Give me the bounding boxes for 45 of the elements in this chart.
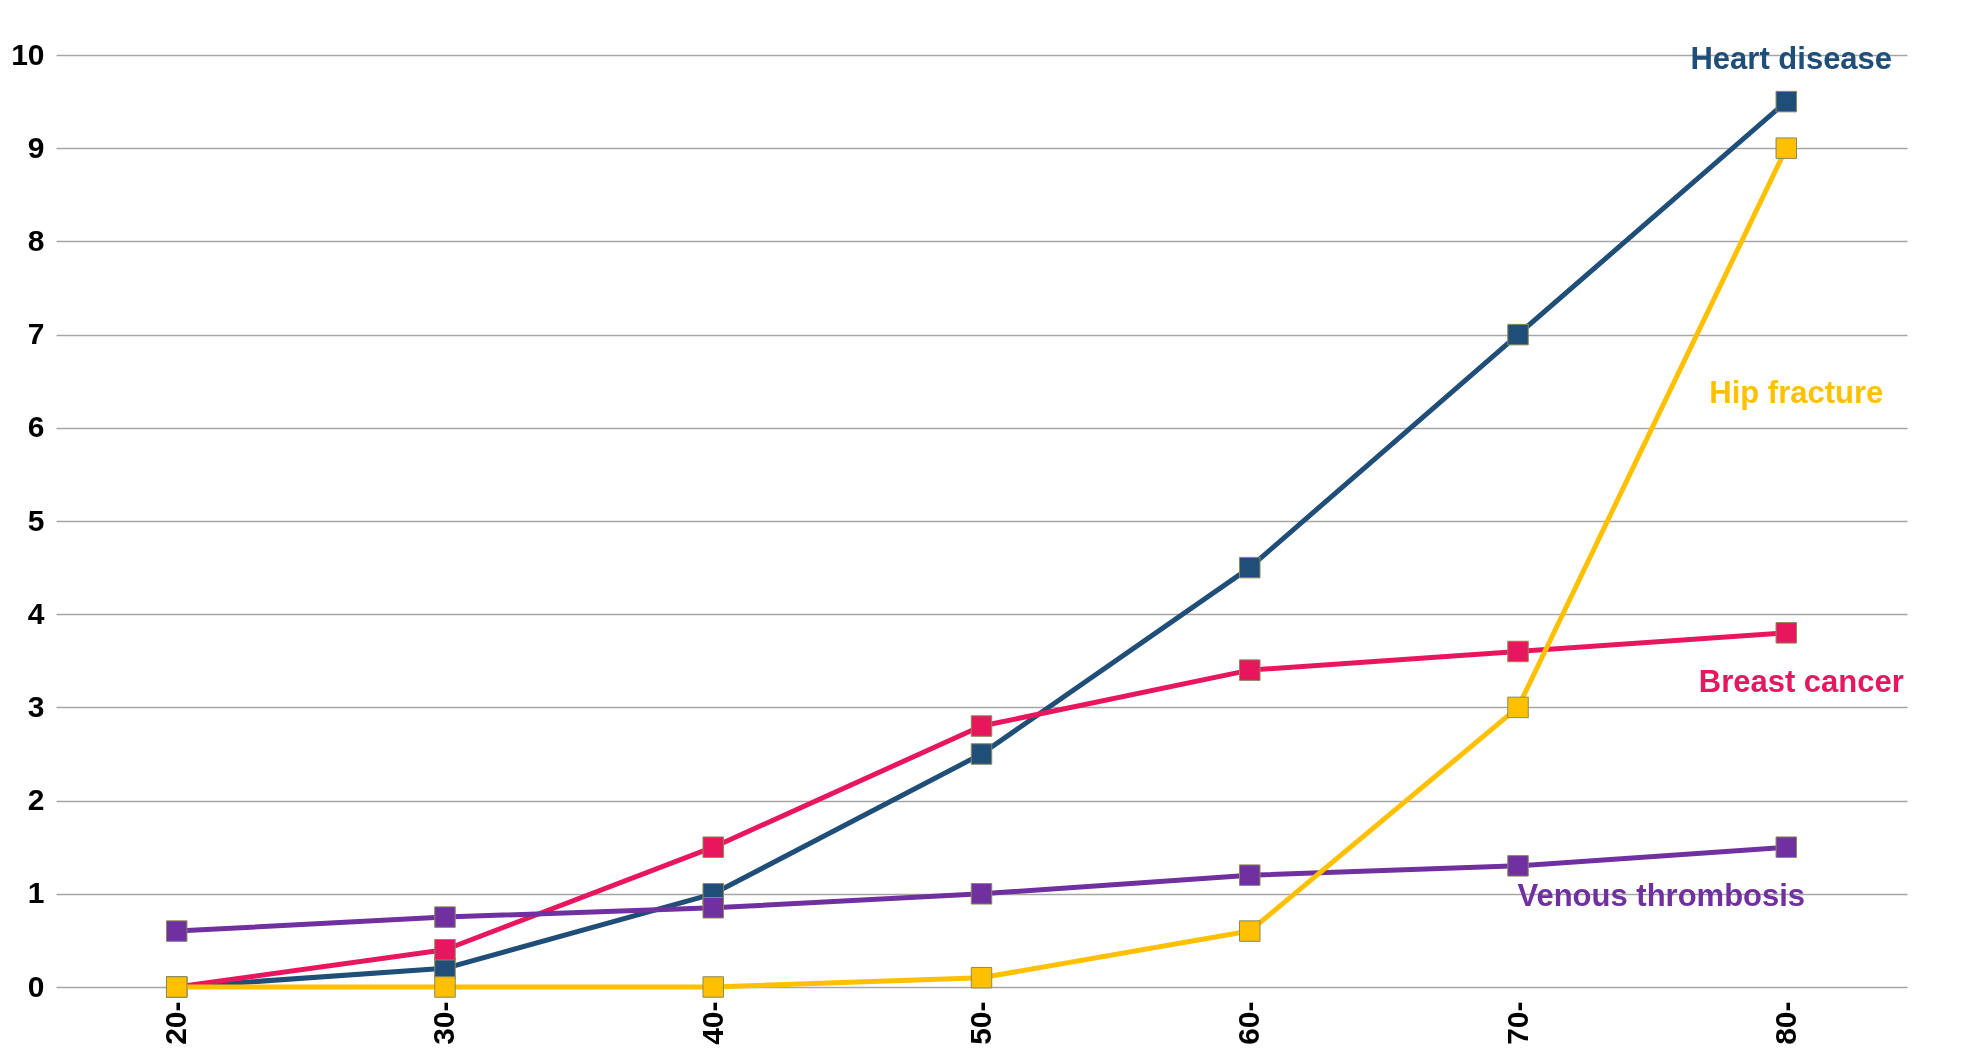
y-tick-label: 0 (27, 969, 45, 1003)
y-tick-label: 10 (11, 37, 45, 71)
x-tick-label: 60- (1232, 1001, 1266, 1045)
y-tick-label: 5 (27, 503, 45, 537)
y-tick-label: 4 (27, 596, 45, 630)
x-tick-label: 70- (1500, 1001, 1534, 1045)
point (434, 976, 456, 998)
point (970, 883, 993, 905)
point (1239, 556, 1261, 579)
point (1239, 920, 1261, 942)
x-tick-label: 80- (1768, 1001, 1802, 1045)
point (970, 966, 993, 989)
point (434, 938, 456, 961)
point (434, 906, 456, 928)
y-tick-label: 7 (27, 317, 45, 351)
y-tick-label: 2 (27, 783, 45, 817)
series-label: Heart disease (1690, 40, 1893, 76)
x-tick-label: 30- (427, 1001, 461, 1045)
point (1775, 137, 1798, 159)
point (1775, 836, 1798, 858)
x-tick-label: 20- (159, 1001, 193, 1045)
point (702, 897, 724, 919)
series-label: Venous thrombosis (1517, 878, 1806, 914)
point (702, 976, 724, 998)
point (970, 743, 993, 765)
point (1239, 659, 1261, 681)
point (970, 715, 993, 737)
x-tick-label: 40- (695, 1001, 729, 1045)
point (1775, 622, 1798, 644)
point (1239, 864, 1261, 886)
y-tick-label: 6 (27, 410, 45, 444)
series-label: Breast cancer (1698, 663, 1904, 699)
y-tick-label: 3 (27, 689, 45, 723)
y-tick-label: 1 (27, 876, 45, 910)
point (1507, 640, 1529, 663)
series-label: Hip fracture (1709, 375, 1884, 411)
point (702, 836, 724, 858)
point (1775, 90, 1798, 113)
x-tick-label: 50- (964, 1001, 997, 1045)
y-tick-label: 8 (27, 223, 45, 257)
point (165, 920, 188, 942)
point (1507, 696, 1529, 719)
y-tick-label: 9 (27, 130, 45, 164)
point (1507, 855, 1529, 877)
point (1507, 323, 1529, 346)
